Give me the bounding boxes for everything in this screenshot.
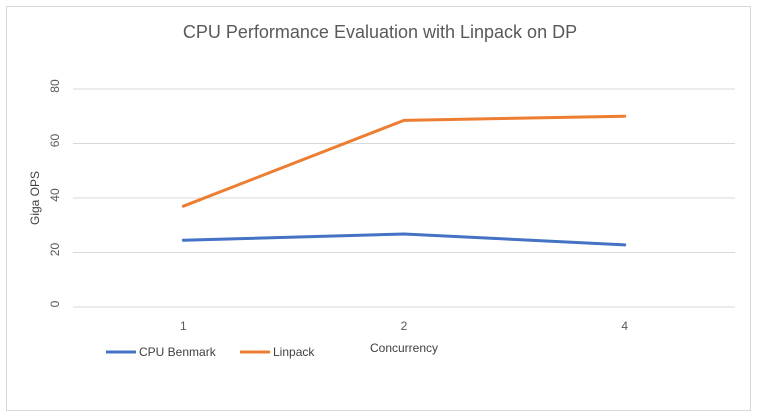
series-line-cpu-benmark [181,232,627,247]
y-axis-ticks: 0 20 40 60 80 [48,79,62,307]
x-axis-label: Concurrency [370,341,438,355]
y-tick-label: 40 [48,188,62,202]
y-tick-label: 20 [48,243,62,257]
legend-label: CPU Benmark [139,345,217,359]
series-lines [181,114,627,247]
gridlines [73,88,735,308]
legend-label: Linpack [273,345,315,359]
x-tick-label: 4 [621,319,628,333]
y-tick-label: 0 [48,300,62,307]
legend: CPU Benmark Linpack [106,345,315,359]
y-tick-label: 80 [48,79,62,93]
x-tick-label: 2 [401,319,408,333]
x-axis-ticks: 1 2 4 [180,319,628,333]
x-tick-label: 1 [180,319,187,333]
chart-frame [6,6,751,411]
y-tick-label: 60 [48,134,62,148]
chart-title: CPU Performance Evaluation with Linpack … [183,22,577,42]
y-axis-label: Giga OPS [28,171,42,225]
series-line-linpack [181,114,627,208]
